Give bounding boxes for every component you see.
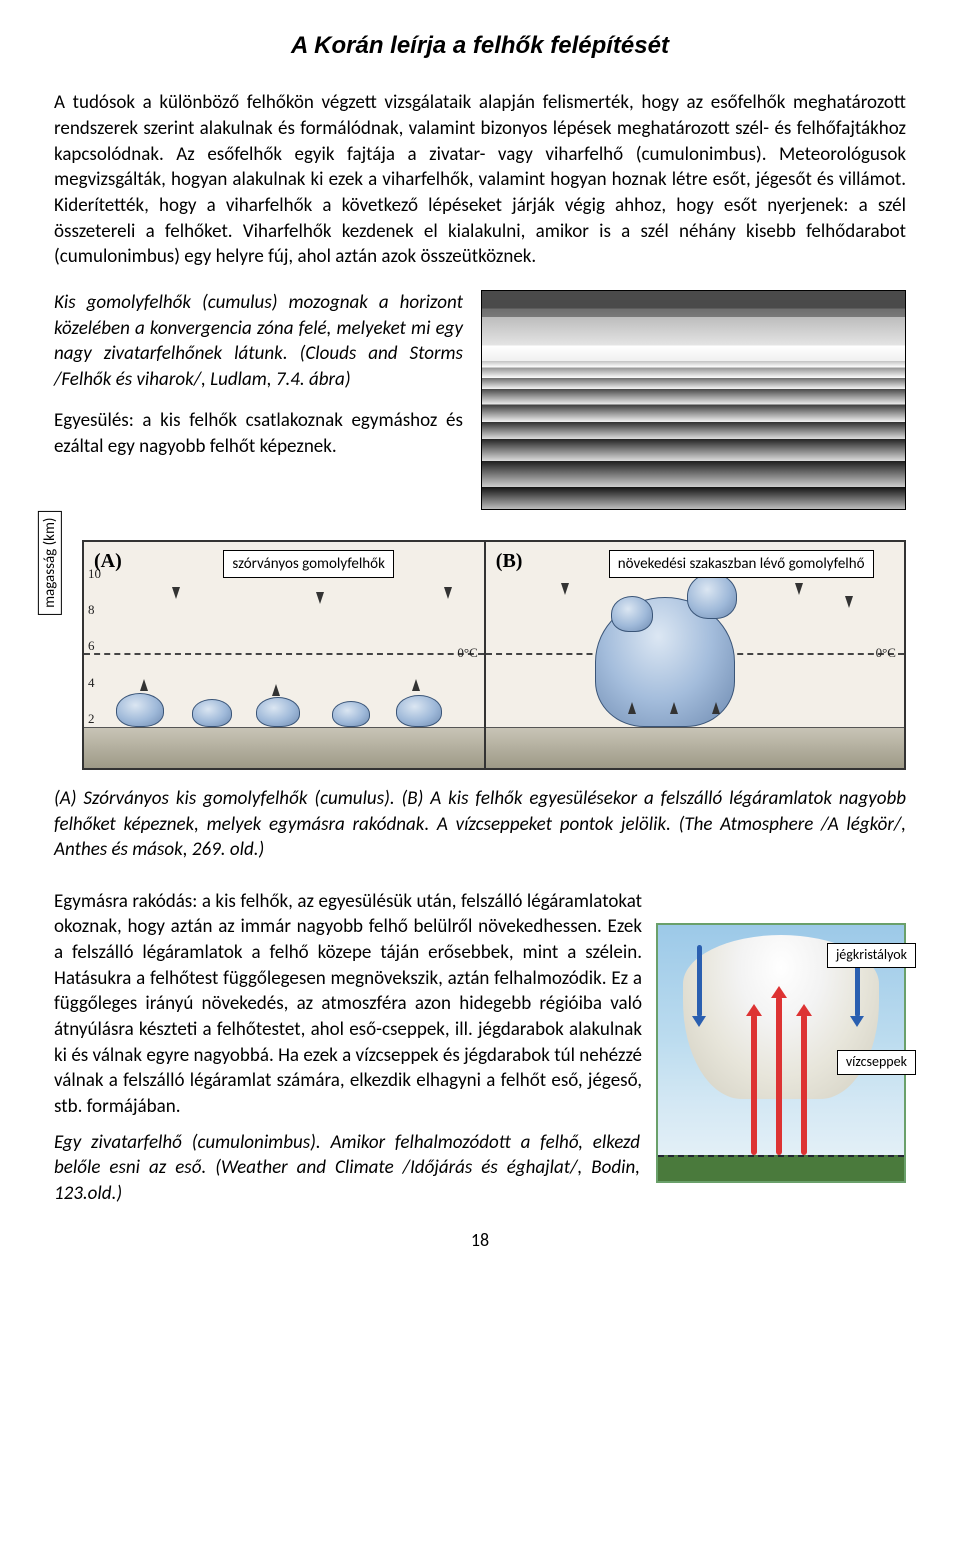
zero-c-b: 0°C xyxy=(876,644,896,662)
diagram-ab-wrap: magasság (km) 2 4 6 8 10 (A) 0°C xyxy=(54,540,906,770)
panel-a-label: szórványos gomolyfelhők xyxy=(223,550,394,578)
cloud-field-photo xyxy=(481,290,906,510)
panel-a-letter: (A) xyxy=(94,548,122,575)
figure-3-row: jégkristályok vízcseppek Egymásra rakódá… xyxy=(54,889,906,1207)
label-water-drops: vízcseppek xyxy=(837,1050,916,1075)
panel-b-label: növekedési szakaszban lévő gomolyfelhő xyxy=(609,550,874,578)
label-ice-crystals: jégkristályok xyxy=(827,943,916,968)
intro-paragraph: A tudósok a különböző felhőkön végzett v… xyxy=(54,90,906,269)
figure-3-caption: Egy zivatarfelhő (cumulonimbus). Amikor … xyxy=(54,1130,640,1207)
figure-1-row: Kis gomolyfelhők (cumulus) mozognak a ho… xyxy=(54,290,906,510)
panel-b-letter: (B) xyxy=(496,548,523,575)
zero-c-a: 0°C xyxy=(457,644,477,662)
merge-paragraph: Egyesülés: a kis felhők csatlakoznak egy… xyxy=(54,408,463,459)
ground-b xyxy=(486,727,904,768)
diagram-ab: 2 4 6 8 10 (A) 0°C (B xyxy=(82,540,906,770)
page-number: 18 xyxy=(54,1228,906,1252)
yaxis-label: magasság (km) xyxy=(38,510,62,614)
page-title: A Korán leírja a felhők felépítését xyxy=(54,30,906,62)
figure-1-caption: Kis gomolyfelhők (cumulus) mozognak a ho… xyxy=(54,290,463,393)
ground-a xyxy=(84,727,484,768)
ground-3 xyxy=(658,1155,904,1181)
cumulonimbus-figure: jégkristályok vízcseppek xyxy=(656,923,906,1183)
caption-ab: (A) Szórványos kis gomolyfelhők (cumulus… xyxy=(54,786,906,863)
